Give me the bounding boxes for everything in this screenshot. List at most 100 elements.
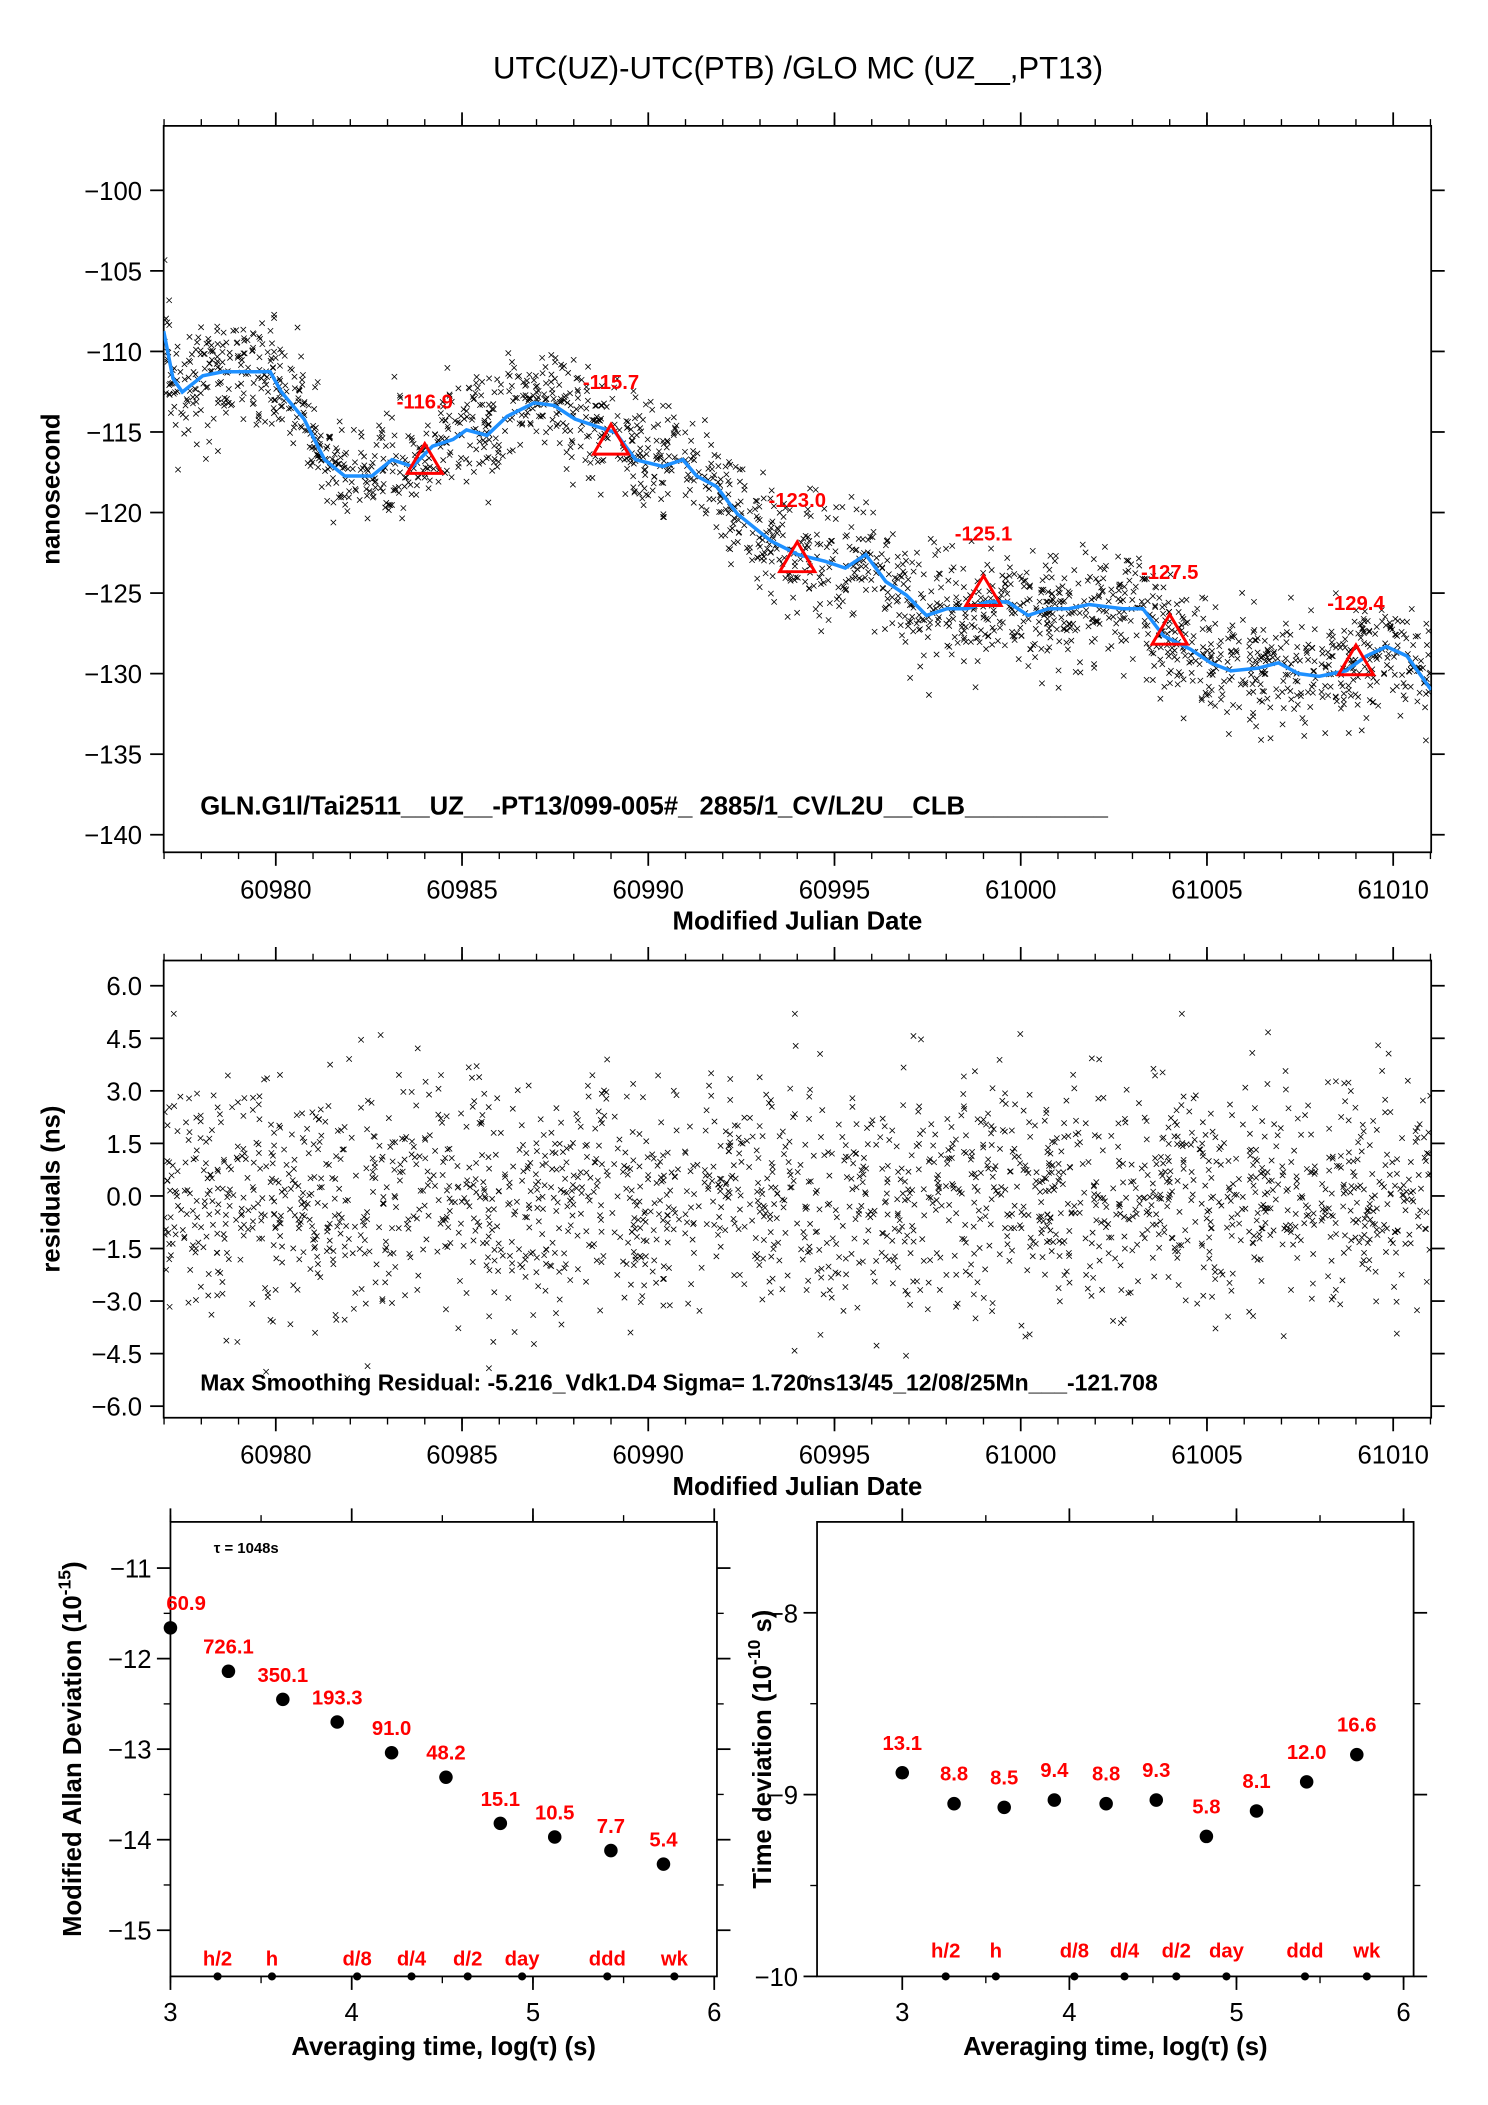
scatter-point: [440, 1217, 447, 1224]
scatter-point: [181, 1235, 188, 1242]
scatter-point: [389, 1158, 396, 1165]
scatter-point: [331, 1195, 338, 1202]
scatter-point: [241, 1095, 248, 1102]
scatter-point: [658, 479, 665, 486]
scatter-point: [1237, 1237, 1244, 1244]
scatter-point: [237, 1256, 244, 1263]
scatter-point: [467, 1184, 474, 1191]
scatter-point: [408, 434, 415, 441]
scatter-point: [1339, 683, 1346, 690]
y-axis-label-text: Modified Allan Deviation (10: [59, 1595, 87, 1937]
y-axis-label: nanosecond: [38, 413, 66, 564]
scatter-point: [1400, 680, 1407, 687]
scatter-point: [873, 1342, 880, 1349]
scatter-point: [1091, 1132, 1098, 1139]
scatter-point: [344, 1375, 351, 1382]
scatter-point: [385, 501, 392, 508]
scatter-point: [1127, 1289, 1134, 1296]
scatter-point: [1422, 1157, 1429, 1164]
scatter-point: [769, 1169, 776, 1176]
scatter-point: [485, 1365, 492, 1372]
scatter-point: [1055, 1160, 1062, 1167]
scatter-point: [637, 1183, 644, 1190]
scatter-point: [601, 1112, 608, 1119]
scatter-point: [1174, 672, 1181, 679]
scatter-point: [1208, 1224, 1215, 1231]
scatter-point: [951, 1252, 958, 1259]
scatter-point: [233, 1216, 240, 1223]
scatter-point: [672, 1209, 679, 1216]
scatter-point: [310, 1141, 317, 1148]
scatter-point: [1149, 593, 1156, 600]
scatter-point: [594, 458, 601, 465]
scatter-point: [509, 1267, 515, 1274]
scatter-point: [663, 1225, 670, 1232]
scatter-point: [1007, 1168, 1014, 1175]
scatter-point: [614, 412, 621, 419]
time-mark-dot: [1362, 1972, 1371, 1981]
scatter-point: [1387, 1237, 1394, 1244]
scatter-point: [567, 1144, 574, 1151]
scatter-point: [265, 1290, 272, 1297]
scatter-point: [1261, 688, 1268, 695]
scatter-point: [1381, 671, 1388, 678]
scatter-point: [1379, 618, 1386, 625]
scatter-point: [1206, 1255, 1213, 1262]
scatter-point: [1419, 664, 1426, 671]
scatter-point: [840, 583, 847, 590]
scatter-point: [287, 429, 294, 436]
scatter-point: [334, 448, 341, 455]
scatter-point: [293, 414, 300, 421]
scatter-point: [363, 1165, 370, 1172]
scatter-point: [189, 394, 196, 401]
scatter-point: [768, 1103, 775, 1110]
scatter-point: [562, 1175, 569, 1182]
scatter-point: [1425, 1129, 1432, 1136]
scatter-point: [198, 324, 205, 331]
point-label: 8.8: [1092, 1764, 1120, 1786]
scatter-point: [1308, 683, 1315, 690]
scatter-point: [191, 1222, 198, 1229]
scatter-point: [853, 1121, 860, 1128]
scatter-point: [760, 1255, 767, 1262]
scatter-point: [715, 1231, 722, 1238]
scatter-point: [953, 1271, 960, 1278]
scatter-point: [1347, 1087, 1354, 1094]
scatter-point: [1264, 695, 1271, 702]
scatter-point: [1338, 1114, 1345, 1121]
scatter-point: [673, 1127, 680, 1134]
scatter-point: [186, 1095, 193, 1102]
scatter-point: [869, 1117, 876, 1124]
scatter-point: [1135, 555, 1142, 562]
scatter-point: [862, 586, 869, 593]
scatter-point: [884, 595, 891, 602]
scatter-point: [985, 616, 992, 623]
scatter-point: [1294, 1115, 1301, 1122]
scatter-point: [1229, 634, 1235, 641]
scatter-point: [1400, 1198, 1407, 1205]
scatter-point: [220, 329, 227, 336]
scatter-point: [522, 382, 529, 389]
scatter-point: [884, 589, 891, 596]
scatter-point: [1071, 1202, 1078, 1209]
scatter-point: [541, 1182, 548, 1189]
scatter-point: [1332, 693, 1339, 700]
scatter-point: [637, 1252, 644, 1259]
scatter-point: [577, 404, 584, 411]
scatter-point: [255, 410, 262, 417]
scatter-point: [509, 359, 515, 365]
scatter-point: [569, 1140, 576, 1147]
scatter-point: [1043, 598, 1050, 605]
scatter-point: [653, 1279, 660, 1286]
scatter-point: [522, 1256, 529, 1263]
scatter-point: [308, 457, 315, 464]
scatter-point: [1426, 670, 1432, 677]
scatter-point: [201, 1198, 208, 1205]
scatter-point: [881, 626, 888, 633]
scatter-point: [730, 520, 737, 527]
scatter-point: [173, 350, 180, 357]
scatter-point: [856, 1259, 863, 1266]
scatter-point: [683, 476, 690, 483]
scatter-point: [882, 542, 889, 549]
scatter-point: [1292, 1223, 1299, 1230]
